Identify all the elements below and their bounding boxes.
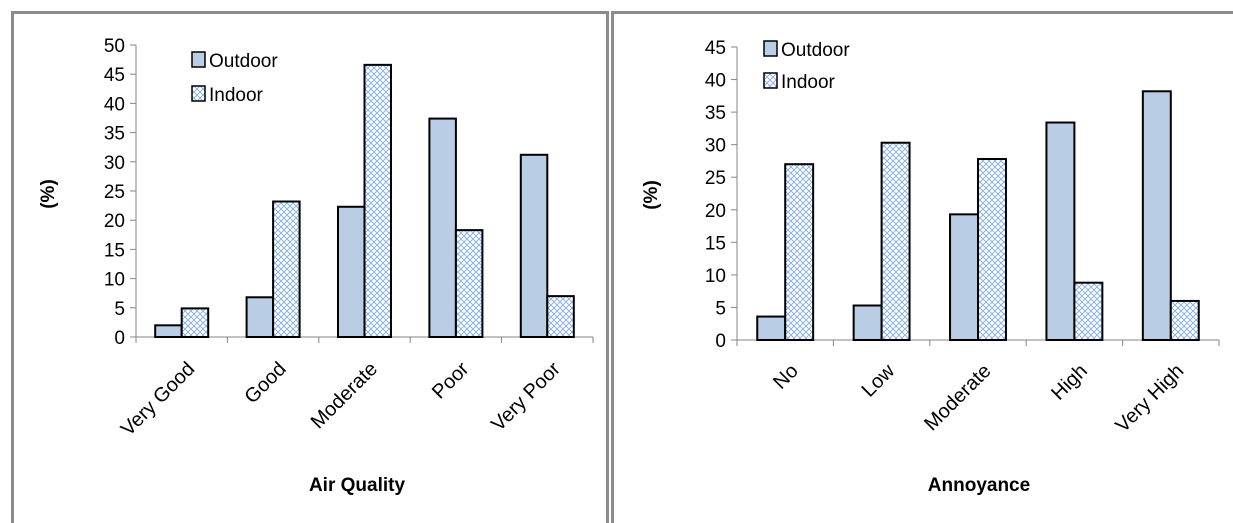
bar-outdoor-high [1045, 121, 1076, 342]
category-label-very-poor: Very Poor [487, 358, 565, 436]
category-label-moderate: Moderate [307, 358, 382, 433]
y-tick-label: 5 [114, 299, 125, 320]
bar-outdoor-very-high [1141, 90, 1172, 341]
bar-outdoor-good [245, 296, 275, 338]
legend-swatch-indoor [191, 85, 206, 102]
y-tick-label: 40 [104, 94, 125, 115]
bar-outdoor-poor [428, 117, 457, 338]
y-tick-label: 45 [705, 38, 726, 59]
y-tick-label: 0 [114, 328, 125, 349]
x-axis-title: Annoyance [928, 475, 1030, 496]
y-tick-label: 45 [104, 65, 125, 86]
legend-label-indoor: Indoor [209, 85, 264, 106]
y-tick-label: 40 [705, 71, 726, 92]
bar-indoor-poor [454, 229, 484, 339]
legend-swatch-outdoor [763, 40, 778, 57]
bar-outdoor-very-poor [519, 153, 549, 338]
y-tick-label: 25 [104, 182, 125, 203]
bar-outdoor-very-good [154, 324, 183, 339]
y-tick-label: 20 [705, 201, 726, 222]
bar-indoor-moderate [363, 63, 393, 339]
y-tick-label: 5 [715, 298, 726, 319]
air-quality-chart: 0 5 10 15 20 25 30 35 40 45 50 Very Good Good Moderat… [38, 36, 594, 496]
bar-outdoor-moderate [336, 205, 366, 338]
category-label-very-good: Very Good [117, 358, 199, 440]
y-tick-label: 35 [705, 103, 726, 124]
bar-outdoor-no [756, 315, 787, 341]
category-label-high: High [1047, 360, 1092, 405]
bar-indoor-very-poor [546, 295, 575, 338]
bar-indoor-high [1073, 281, 1104, 341]
bar-indoor-good [272, 200, 301, 338]
x-axis-title: Air Quality [309, 475, 406, 496]
category-label-moderate: Moderate [920, 360, 995, 435]
chart-panel-air-quality: 0 5 10 15 20 25 30 35 40 45 50 Very Good Good Moderat… [11, 11, 609, 523]
category-label-low: Low [858, 360, 900, 402]
y-tick-label: 30 [104, 153, 125, 174]
category-label-no: No [769, 360, 803, 394]
legend-label-outdoor: Outdoor [209, 51, 278, 72]
y-tick-label: 50 [104, 36, 125, 57]
bar-indoor-very-high [1169, 299, 1200, 341]
annoyance-chart: 0 5 10 15 20 25 30 35 40 45 No Low Moderate High Very … [641, 38, 1220, 496]
y-tick-label: 35 [104, 124, 125, 145]
bar-outdoor-low [852, 304, 883, 342]
bar-indoor-low [880, 141, 911, 341]
legend-swatch-indoor [763, 72, 778, 89]
y-tick-label: 15 [104, 240, 125, 261]
category-label-poor: Poor [428, 358, 474, 404]
bar-indoor-very-good [180, 307, 210, 339]
y-tick-label: 20 [104, 211, 125, 232]
y-tick-label: 10 [104, 270, 125, 291]
y-tick-label: 30 [705, 136, 726, 157]
category-label-very-high: Very High [1111, 360, 1188, 437]
chart-panel-annoyance: 0 5 10 15 20 25 30 35 40 45 No Low Moderate High Very … [611, 11, 1233, 523]
bar-outdoor-moderate [949, 213, 980, 341]
legend-label-outdoor: Outdoor [781, 40, 850, 61]
y-tick-label: 0 [715, 331, 726, 352]
y-tick-label: 25 [705, 168, 726, 189]
bar-indoor-moderate [977, 157, 1007, 341]
legend-label-indoor: Indoor [781, 72, 836, 93]
category-label-good: Good [240, 358, 290, 408]
y-tick-label: 10 [705, 266, 726, 287]
y-tick-label: 15 [705, 233, 726, 254]
legend-swatch-outdoor [191, 51, 206, 68]
y-axis-title: (%) [641, 180, 662, 210]
bar-indoor-no [784, 163, 815, 341]
y-axis-title: (%) [38, 179, 59, 209]
